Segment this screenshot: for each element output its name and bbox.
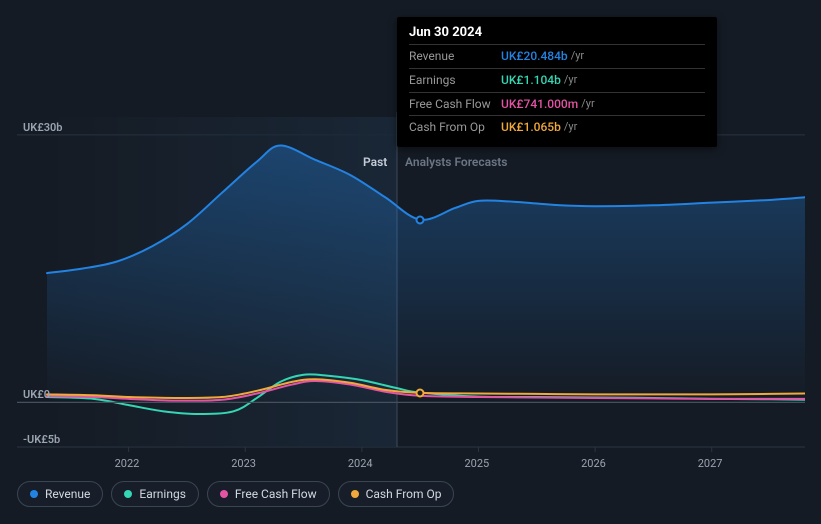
- tooltip-value: UK£1.104b: [501, 72, 561, 89]
- legend-dot: [351, 490, 359, 498]
- tooltip-unit: /yr: [571, 48, 584, 65]
- chart-hover-marker: [416, 215, 425, 224]
- legend-item-cfo[interactable]: Cash From Op: [338, 481, 455, 507]
- legend-dot: [124, 490, 132, 498]
- y-axis-label: -UK£5b: [23, 433, 60, 446]
- legend-item-revenue[interactable]: Revenue: [17, 481, 103, 507]
- forecast-section-label: Analysts Forecasts: [405, 155, 507, 169]
- tooltip-value: UK£741.000m: [501, 96, 578, 113]
- chart-tooltip: Jun 30 2024 Revenue UK£20.484b /yr Earni…: [397, 17, 717, 147]
- tooltip-row: Free Cash Flow UK£741.000m /yr: [409, 92, 705, 116]
- tooltip-label: Earnings: [409, 72, 501, 89]
- tooltip-label: Cash From Op: [409, 119, 501, 136]
- legend-item-earnings[interactable]: Earnings: [111, 481, 199, 507]
- tooltip-value: UK£20.484b: [501, 48, 568, 65]
- tooltip-row: Earnings UK£1.104b /yr: [409, 68, 705, 92]
- past-section-label: Past: [363, 155, 387, 169]
- chart-hover-marker: [416, 388, 425, 397]
- x-axis-label: 2024: [348, 457, 373, 470]
- tooltip-unit: /yr: [564, 72, 577, 89]
- y-axis-label: UK£30b: [23, 121, 62, 134]
- x-axis-label: 2025: [464, 457, 489, 470]
- legend-label: Cash From Op: [366, 487, 442, 501]
- tooltip-row: Cash From Op UK£1.065b /yr: [409, 115, 705, 139]
- tooltip-label: Free Cash Flow: [409, 96, 501, 113]
- x-axis-label: 2026: [581, 457, 606, 470]
- tooltip-row: Revenue UK£20.484b /yr: [409, 44, 705, 68]
- x-axis-label: 2023: [231, 457, 256, 470]
- y-axis-label: UK£0: [23, 388, 50, 401]
- legend-label: Earnings: [139, 487, 186, 501]
- tooltip-unit: /yr: [581, 96, 594, 113]
- x-axis-label: 2027: [698, 457, 723, 470]
- legend-dot: [30, 490, 38, 498]
- tooltip-unit: /yr: [564, 119, 577, 136]
- legend-dot: [220, 490, 228, 498]
- legend-label: Revenue: [45, 487, 90, 501]
- chart-legend: Revenue Earnings Free Cash Flow Cash Fro…: [17, 481, 454, 507]
- legend-label: Free Cash Flow: [235, 487, 317, 501]
- x-axis-label: 2022: [115, 457, 140, 470]
- tooltip-date: Jun 30 2024: [409, 25, 705, 44]
- legend-item-fcf[interactable]: Free Cash Flow: [207, 481, 330, 507]
- tooltip-value: UK£1.065b: [501, 119, 561, 136]
- tooltip-label: Revenue: [409, 48, 501, 65]
- chart-container: Jun 30 2024 Revenue UK£20.484b /yr Earni…: [17, 17, 805, 507]
